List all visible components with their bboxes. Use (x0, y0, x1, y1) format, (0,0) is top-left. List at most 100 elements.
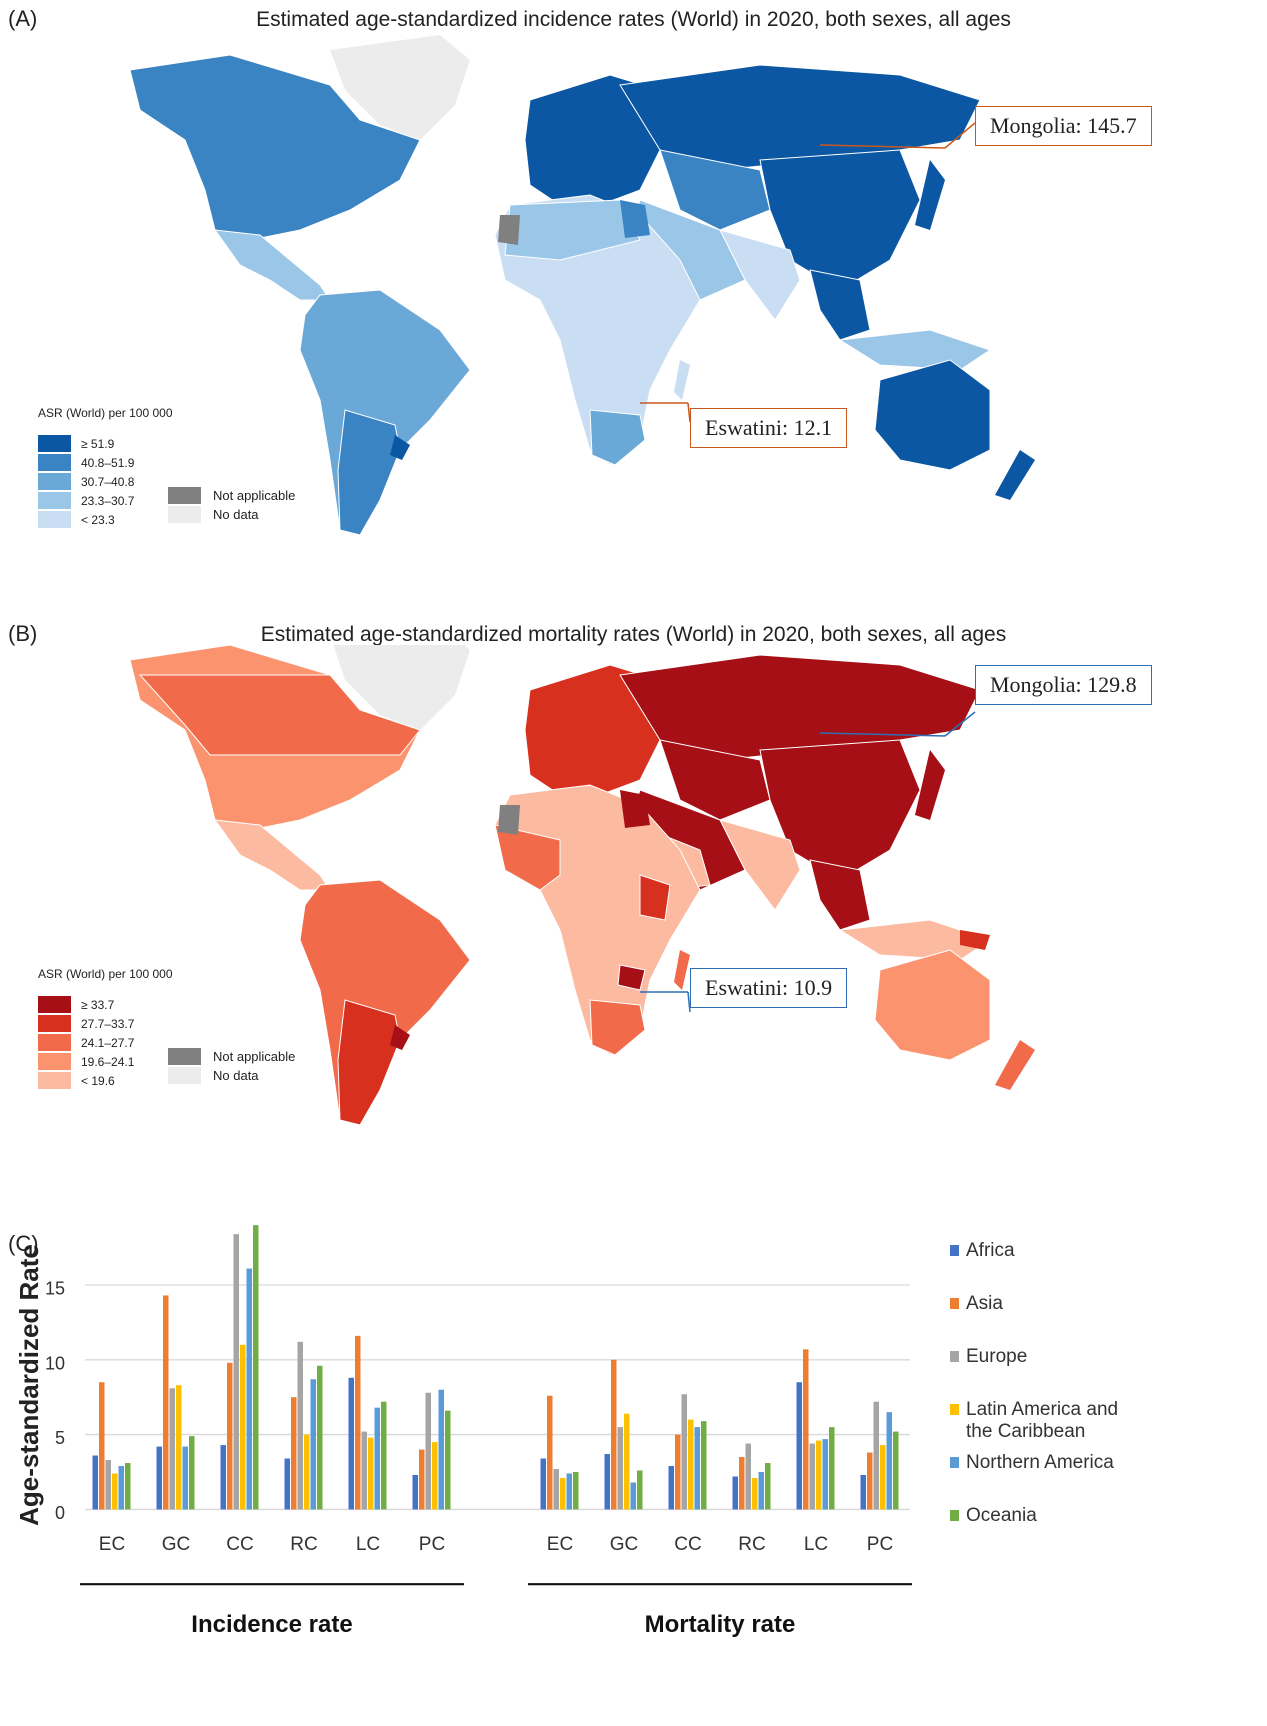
mongolia-china-region (759, 149, 921, 291)
no-data-swatch (168, 506, 201, 523)
bar-mortality-rc-0 (732, 1476, 738, 1510)
legend-label: < 19.6 (81, 1073, 115, 1088)
bar-incidence-rc-1 (291, 1397, 297, 1510)
bar-mortality-rc-1 (739, 1457, 745, 1510)
bar-mortality-gc-4 (630, 1482, 636, 1510)
legend-label: Europe (966, 1346, 1027, 1367)
legend-swatch (38, 1053, 71, 1070)
zimbabwe-region (617, 964, 646, 991)
mongolia-leader-line (819, 732, 946, 737)
not-applicable-swatch (168, 487, 201, 504)
tick-labels: 05101520ECGCCCRCLCPCIncidence rateECGCCC… (45, 1204, 912, 1638)
x-tick-label: LC (356, 1534, 380, 1555)
bar-mortality-lc-0 (796, 1382, 802, 1510)
x-tick-label: CC (226, 1534, 253, 1555)
bar-incidence-lc-3 (368, 1437, 374, 1510)
panel-c-bar-chart: (C) 05101520ECGCCCRCLCPCIncidence rateEC… (0, 1204, 1267, 1721)
legend-label: 19.6–24.1 (81, 1054, 135, 1069)
bar-mortality-gc-3 (624, 1413, 630, 1510)
legend-entry: 30.7–40.8 (38, 472, 173, 491)
bar-mortality-gc-0 (604, 1454, 610, 1510)
legend-swatch (38, 1034, 71, 1051)
bar-mortality-rc-4 (758, 1472, 764, 1510)
new-zealand-region (995, 1040, 1035, 1090)
bar-incidence-gc-2 (169, 1388, 175, 1510)
x-tick-label: EC (99, 1534, 125, 1555)
legend-label: 40.8–51.9 (81, 455, 135, 470)
legend-label: 30.7–40.8 (81, 474, 135, 489)
legend-swatch (950, 1457, 959, 1468)
bar-mortality-rc-2 (745, 1443, 751, 1510)
panel-a-label: (A) (8, 6, 38, 31)
bar-mortality-pc-0 (860, 1474, 866, 1510)
legend-entry: ≥ 33.7 (38, 995, 173, 1014)
x-tick-label: PC (419, 1534, 445, 1555)
mortality-na-legend: Not applicable No data (168, 1047, 295, 1085)
bar-mortality-cc-5 (701, 1421, 707, 1510)
not-applicable-label: Not applicable (213, 488, 296, 503)
legend-title: ASR (World) per 100 000 (38, 967, 173, 981)
legend-swatch (38, 492, 71, 509)
legend-label: ≥ 33.7 (81, 997, 115, 1012)
bar-incidence-lc-4 (374, 1407, 380, 1510)
argentina-region (337, 999, 401, 1126)
legend-swatch (38, 1072, 71, 1089)
bar-mortality-ec-2 (553, 1469, 559, 1510)
japan-region (915, 160, 945, 230)
legend-title: ASR (World) per 100 000 (38, 406, 173, 420)
indonesia-region (838, 329, 992, 371)
south-america-region (299, 879, 471, 1121)
y-axis-label: Age-standardized Rate (14, 1244, 44, 1526)
not-applicable-label: Not applicable (213, 1049, 296, 1064)
bar-mortality-pc-2 (873, 1401, 879, 1510)
legend-label: the Caribbean (966, 1421, 1085, 1442)
bar-incidence-lc-5 (381, 1401, 387, 1510)
uruguay-region (390, 435, 410, 460)
bar-incidence-rc-5 (317, 1365, 323, 1510)
bar-mortality-rc-5 (765, 1463, 771, 1510)
legend-swatch (38, 1015, 71, 1032)
bar-mortality-ec-5 (573, 1472, 579, 1510)
x-tick-label: CC (674, 1534, 701, 1555)
bar-incidence-cc-3 (240, 1344, 246, 1510)
legend-label: 23.3–30.7 (81, 493, 135, 508)
north-africa-region (504, 199, 641, 261)
bar-mortality-ec-1 (547, 1395, 553, 1510)
x-tick-label: GC (162, 1534, 191, 1555)
central-asia-region (659, 739, 771, 821)
bar-incidence-lc-0 (348, 1377, 354, 1510)
bar-mortality-lc-1 (803, 1349, 809, 1510)
panel-b-label: (B) (8, 621, 38, 646)
bar-incidence-lc-1 (355, 1335, 361, 1510)
legend-swatch (950, 1245, 959, 1256)
no-data-swatch (168, 1067, 201, 1084)
western-sahara-region (498, 805, 520, 835)
bar-mortality-cc-2 (681, 1394, 687, 1510)
bar-mortality-pc-3 (880, 1445, 886, 1510)
bar-incidence-pc-1 (419, 1449, 425, 1510)
group-label: Incidence rate (191, 1611, 352, 1638)
bar-mortality-gc-5 (637, 1470, 643, 1510)
bar-mortality-cc-4 (694, 1427, 700, 1510)
legend-swatch (38, 511, 71, 528)
legend-label: < 23.3 (81, 512, 115, 527)
legend-swatch (38, 473, 71, 490)
x-tick-label: RC (290, 1534, 317, 1555)
western-sahara-region (498, 215, 520, 245)
mongolia-incidence-callout: Mongolia: 145.7 (975, 106, 1152, 146)
egypt-region (620, 790, 650, 828)
rate-bar-chart: 05101520ECGCCCRCLCPCIncidence rateECGCCC… (14, 1204, 1118, 1638)
bar-mortality-pc-4 (886, 1412, 892, 1510)
bar-mortality-ec-0 (540, 1458, 546, 1510)
central-america-region (213, 819, 331, 891)
legend-entry: 19.6–24.1 (38, 1052, 173, 1071)
uruguay-region (390, 1025, 410, 1050)
legend-label: Oceania (966, 1505, 1037, 1526)
southeast-asia-region (809, 859, 871, 931)
legend-entry: 27.7–33.7 (38, 1014, 173, 1033)
bar-mortality-cc-1 (675, 1434, 681, 1510)
south-africa-region (589, 999, 646, 1056)
north-america-region (129, 54, 421, 241)
east-africa-region (639, 874, 671, 921)
bar-incidence-gc-3 (176, 1385, 182, 1510)
